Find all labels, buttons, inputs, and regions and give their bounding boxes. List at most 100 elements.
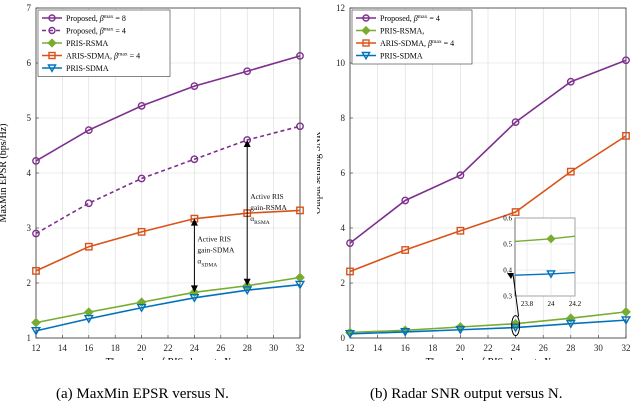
inset-x-tick-label: 23.8 — [521, 300, 534, 308]
series-4 — [344, 316, 632, 339]
legend-label: ARIS-SDMA, βmax = 4 — [66, 52, 140, 61]
x-tick-label: 28 — [243, 343, 253, 353]
data-point — [32, 229, 40, 238]
data-point — [456, 226, 465, 235]
data-point — [456, 171, 465, 180]
data-point — [242, 286, 253, 296]
data-point — [84, 242, 93, 251]
legend-marker — [48, 26, 56, 35]
annotation-label: gain-SDMA — [197, 246, 235, 255]
annotation-label: Active RIS — [250, 192, 284, 201]
caption-a: (a) MaxMin EPSR versus N. — [56, 386, 229, 402]
legend-label: Proposed, βmax = 4 — [66, 27, 126, 36]
data-point — [190, 82, 199, 91]
data-point — [344, 329, 356, 339]
inset-data-point — [546, 270, 556, 279]
data-point — [511, 118, 520, 127]
y-tick-label: 2 — [341, 278, 346, 288]
series-4 — [32, 206, 304, 275]
data-point — [137, 174, 146, 183]
data-point — [243, 67, 252, 76]
y-tick-label: 1 — [27, 333, 32, 343]
plot-frame — [35, 7, 301, 339]
data-point — [189, 293, 200, 303]
data-point — [84, 126, 93, 135]
series-line — [349, 319, 627, 335]
legend: Proposed, βmax = 4 PRIS-RSMA, ARIS-SDMA, β… — [351, 9, 473, 65]
series-2 — [32, 122, 304, 238]
data-point — [620, 316, 632, 326]
data-point — [401, 196, 410, 205]
x-tick-label: 30 — [269, 343, 279, 353]
legend-label: PRIS-SDMA — [66, 64, 109, 73]
y-axis-label: MaxMin EPSR (bps/Hz) — [0, 124, 9, 223]
x-tick-label: 18 — [428, 343, 438, 353]
legend-label: PRIS-RSMA, — [380, 27, 424, 36]
x-axis-label: The number of RIS elemnets N — [426, 357, 552, 360]
data-point — [400, 328, 411, 337]
inset-series-line — [514, 271, 576, 276]
y-tick-label: 4 — [27, 168, 32, 178]
annotation-label: gain-RSMA — [250, 203, 287, 212]
y-tick-label: 7 — [27, 3, 32, 13]
legend-marker — [361, 25, 371, 36]
legend-marker — [362, 39, 370, 47]
x-tick-label: 14 — [58, 343, 68, 353]
data-point — [294, 280, 306, 290]
x-tick-label: 16 — [401, 343, 411, 353]
series-3 — [346, 131, 630, 276]
x-tick-label: 12 — [32, 343, 41, 353]
caption-b: (b) Radar SNR output versus N. — [370, 386, 563, 402]
series-line — [349, 59, 627, 244]
data-point — [137, 102, 146, 110]
data-point — [510, 323, 521, 333]
series-1 — [346, 56, 630, 248]
plot-frame — [349, 7, 627, 339]
x-tick-label: 24 — [190, 343, 200, 353]
legend-marker — [47, 38, 57, 48]
chart-b: 1214161820222426283032024681012The numbe… — [317, 3, 632, 360]
annotation-label: Active RIS — [197, 235, 231, 244]
y-tick-label: 6 — [27, 58, 32, 68]
x-tick-label: 26 — [216, 343, 226, 353]
data-point — [296, 122, 304, 131]
data-point — [346, 267, 354, 276]
legend-label: Proposed, βmax = 4 — [380, 14, 440, 23]
data-point — [137, 227, 146, 236]
y-tick-label: 2 — [27, 278, 32, 288]
y-axis-label: Output sensing SNR — [317, 132, 323, 215]
inset-plot: 0.3 0.4 0.5 0.6 23.8 24 24.2 — [503, 215, 581, 309]
inset-y-tick-label: 0.5 — [503, 241, 512, 249]
y-tick-label: 3 — [27, 223, 32, 233]
y-tick-label: 10 — [336, 58, 346, 68]
y-tick-label: 4 — [341, 223, 346, 233]
data-point — [83, 314, 94, 324]
series-1 — [32, 51, 304, 165]
inset-data-point — [546, 234, 556, 244]
x-tick-label: 32 — [296, 343, 305, 353]
inset-y-tick-label: 0.4 — [503, 267, 512, 275]
data-point — [32, 156, 40, 165]
arrow-head — [243, 278, 251, 286]
legend-marker — [48, 14, 56, 22]
data-point — [566, 77, 575, 86]
zoom-pointer — [512, 273, 520, 317]
inset-y-tick-label: 0.3 — [503, 293, 512, 301]
data-point — [455, 325, 466, 335]
x-tick-label: 18 — [111, 343, 121, 353]
arrow-head — [190, 285, 198, 293]
legend-label: PRIS-RSMA — [66, 39, 108, 48]
data-point — [621, 307, 631, 317]
legend-label: PRIS-SDMA — [380, 52, 423, 61]
data-point — [136, 303, 147, 313]
inset-x-tick-label: 24 — [548, 300, 556, 308]
data-point — [84, 199, 93, 208]
x-tick-label: 16 — [84, 343, 94, 353]
y-tick-label: 8 — [341, 113, 346, 123]
x-tick-label: 30 — [594, 343, 604, 353]
x-tick-label: 12 — [346, 343, 355, 353]
series-5 — [30, 280, 306, 336]
x-tick-label: 26 — [539, 343, 549, 353]
data-point — [566, 167, 575, 176]
legend-marker — [48, 51, 56, 60]
